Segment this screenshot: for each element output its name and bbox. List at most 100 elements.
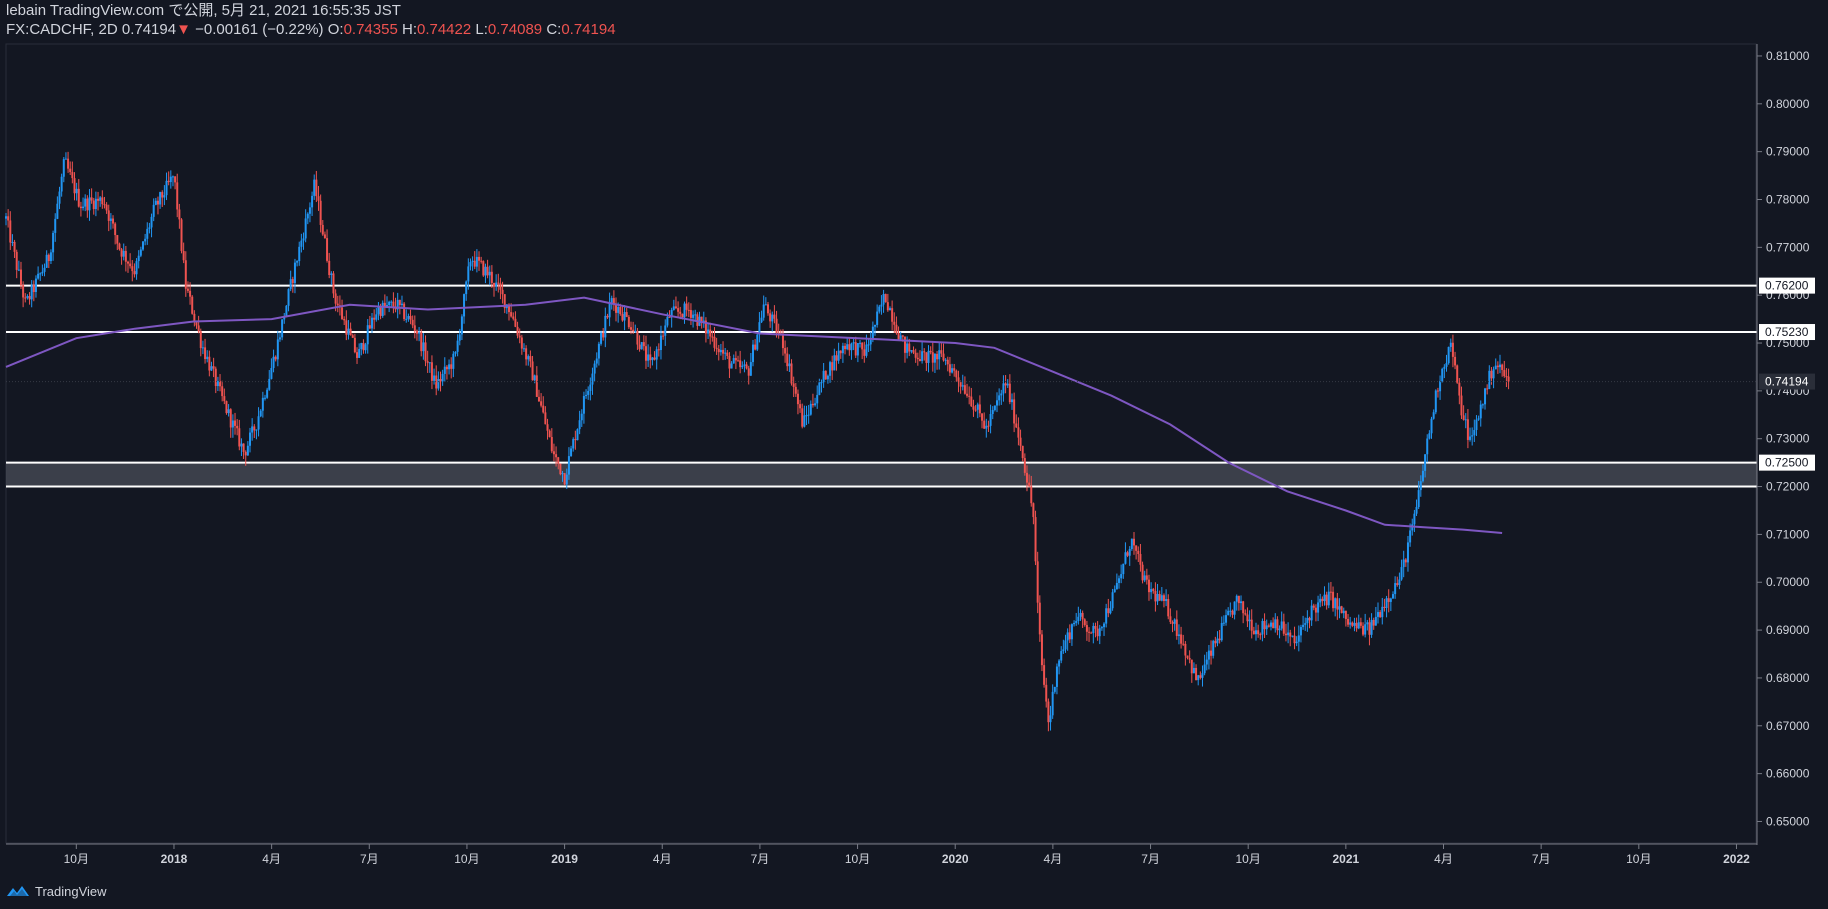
- time-tick-label: 4月: [1044, 852, 1063, 866]
- candle-body: [1477, 418, 1480, 420]
- candle: [702, 311, 705, 328]
- candle-body: [728, 355, 731, 369]
- candle: [1441, 367, 1444, 383]
- candle-body: [927, 350, 930, 363]
- candle: [788, 354, 791, 373]
- candle: [1137, 546, 1140, 563]
- candle: [37, 266, 40, 280]
- candle: [1261, 618, 1264, 642]
- candle: [550, 428, 553, 454]
- candle-body: [1383, 606, 1386, 608]
- candle: [268, 370, 271, 391]
- candle: [227, 404, 230, 417]
- candle: [319, 194, 322, 233]
- candle-body: [976, 404, 979, 410]
- candle-body: [1344, 610, 1347, 619]
- candle-body: [422, 342, 425, 352]
- candle-body: [1190, 659, 1193, 674]
- candle: [199, 328, 202, 357]
- candle: [1359, 617, 1362, 629]
- candle-body: [304, 218, 307, 239]
- candle: [212, 357, 215, 378]
- price-tick-label: 0.70000: [1766, 575, 1810, 589]
- candle: [730, 361, 733, 369]
- candle-body: [1342, 610, 1345, 614]
- candle: [231, 414, 234, 438]
- candle: [347, 320, 350, 340]
- candle-body: [874, 324, 877, 327]
- candle: [148, 222, 151, 234]
- candle-body: [670, 309, 673, 318]
- candle-body: [1128, 549, 1131, 556]
- candle-body: [683, 303, 686, 318]
- candle: [604, 307, 607, 348]
- candle: [484, 263, 487, 284]
- candle: [944, 358, 947, 366]
- candle-body: [257, 416, 260, 430]
- candle-body: [615, 303, 618, 313]
- candle: [443, 357, 446, 382]
- candle: [159, 191, 162, 209]
- candle: [456, 334, 459, 357]
- candle: [71, 161, 74, 184]
- time-tick-label: 10月: [1626, 852, 1651, 866]
- candle-body: [1486, 388, 1489, 390]
- candle: [274, 355, 277, 362]
- candle: [1507, 368, 1510, 390]
- candle-body: [343, 318, 346, 321]
- candle: [531, 355, 534, 381]
- candle-body: [535, 375, 538, 397]
- candle-body: [796, 393, 799, 405]
- candle: [1289, 629, 1292, 647]
- candle-body: [1454, 356, 1457, 366]
- candle: [968, 386, 971, 405]
- candle: [754, 339, 757, 351]
- candle: [480, 256, 483, 264]
- candle: [1252, 626, 1255, 635]
- candle: [246, 441, 249, 456]
- candle: [713, 327, 716, 352]
- candle-body: [99, 197, 102, 201]
- candle-body: [886, 302, 889, 311]
- candle-body: [1060, 651, 1063, 661]
- candle: [351, 333, 354, 338]
- candle: [608, 292, 611, 327]
- candle: [114, 222, 117, 245]
- candle: [1040, 630, 1043, 672]
- candle-body: [756, 334, 759, 350]
- candle: [180, 218, 183, 254]
- candle-body: [315, 179, 318, 197]
- candle-body: [989, 413, 992, 426]
- candle-body: [448, 364, 451, 370]
- candle: [1366, 619, 1369, 631]
- candle-body: [1175, 619, 1178, 636]
- candle: [1342, 607, 1345, 619]
- candle-body: [341, 307, 344, 319]
- candle-body: [332, 273, 335, 294]
- candle-body: [1120, 574, 1123, 579]
- candle-body: [234, 420, 237, 426]
- candle-body: [1484, 388, 1487, 405]
- candle-body: [1413, 513, 1416, 525]
- open-label: O:: [327, 21, 344, 38]
- candle: [1182, 634, 1185, 646]
- candle-body: [433, 375, 436, 381]
- tradingview-branding[interactable]: TradingView: [6, 880, 107, 902]
- candle-body: [1150, 589, 1153, 593]
- candle: [460, 314, 463, 341]
- candle-body: [1073, 622, 1076, 625]
- candle: [991, 406, 994, 420]
- candle: [1439, 375, 1442, 400]
- candle: [1180, 626, 1183, 649]
- candle: [99, 196, 102, 207]
- candle: [1402, 550, 1405, 578]
- candle-body: [931, 352, 934, 363]
- candle: [86, 195, 89, 218]
- candle: [77, 179, 80, 208]
- candle-body: [296, 261, 299, 263]
- low-value: 0.74089: [487, 21, 543, 38]
- candle-body: [1237, 595, 1240, 604]
- candle-body: [467, 266, 470, 282]
- candle-body: [1040, 634, 1043, 666]
